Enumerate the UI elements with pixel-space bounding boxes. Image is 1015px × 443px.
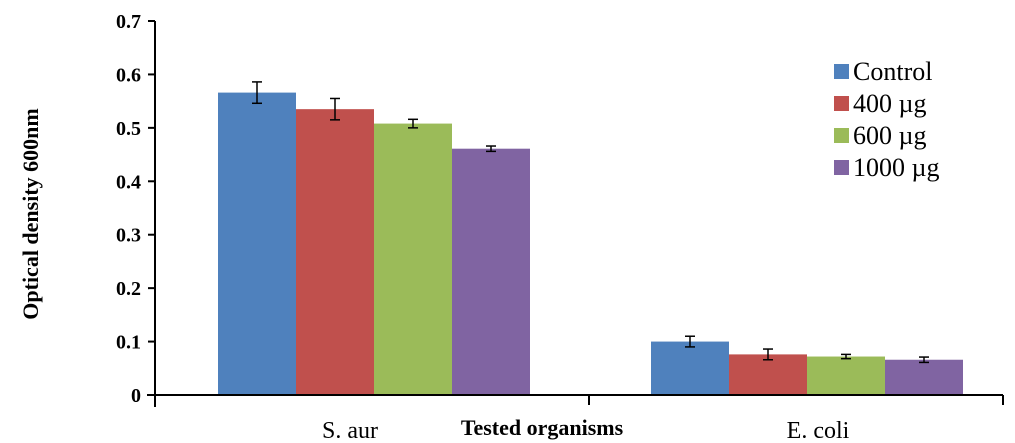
bar [807,357,885,395]
legend-entry: Control [853,57,932,86]
bar [651,342,729,395]
y-axis-title: Optical density 600nm [18,108,43,319]
legend-swatch [834,96,849,111]
y-tick-label: 0.6 [116,64,141,86]
legend-entry: 1000 µg [853,153,939,182]
y-tick-label: 0 [131,385,141,407]
bar [218,93,296,395]
legend-swatch [834,64,849,79]
x-axis-title: Tested organisms [461,415,624,440]
legend-entry: 600 µg [853,121,926,150]
y-tick-label: 0.2 [116,278,141,300]
bar [296,109,374,395]
bar [374,124,452,395]
legend-swatch [834,128,849,143]
category-label: S. aur [322,418,378,443]
legend-entry: 400 µg [853,89,926,118]
y-tick-label: 0.4 [116,171,141,193]
y-tick-label: 0.7 [116,11,141,33]
y-tick-label: 0.3 [116,225,141,247]
bar [452,149,530,395]
bars-group [218,93,963,395]
legend: Control 400 µg 600 µg 1000 µg [834,57,939,182]
bar [885,360,963,395]
category-label: E. coli [787,418,850,443]
y-tick-label: 0.5 [116,118,141,140]
legend-swatch [834,160,849,175]
y-tick-label: 0.1 [116,332,141,354]
